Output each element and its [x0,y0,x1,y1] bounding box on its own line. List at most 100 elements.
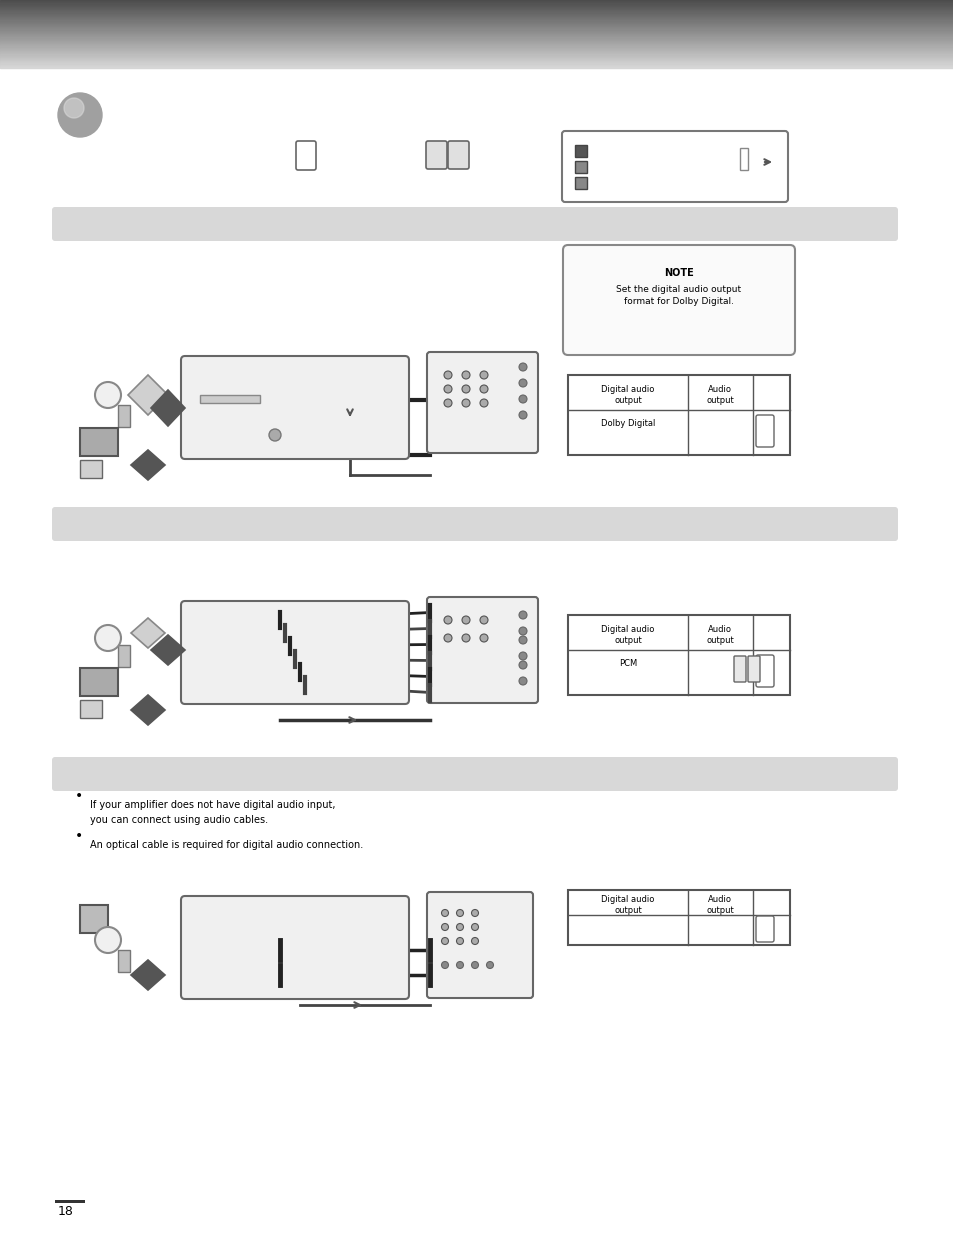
Circle shape [518,395,526,403]
Bar [80,459,102,478]
Bar [567,615,789,695]
Text: Digital audio
output: Digital audio output [600,625,654,645]
Circle shape [95,927,121,953]
Polygon shape [151,390,185,426]
FancyBboxPatch shape [427,597,537,703]
Text: Digital audio
output: Digital audio output [600,385,654,405]
Circle shape [64,98,84,119]
Circle shape [461,634,470,642]
Circle shape [269,429,281,441]
Text: 18: 18 [58,1205,73,1218]
Circle shape [486,962,493,968]
Circle shape [456,924,463,930]
FancyBboxPatch shape [733,656,745,682]
Circle shape [443,385,452,393]
Text: If your amplifier does not have digital audio input,: If your amplifier does not have digital … [90,800,335,810]
Circle shape [518,611,526,619]
Circle shape [58,93,102,137]
Circle shape [479,634,488,642]
Circle shape [443,370,452,379]
FancyBboxPatch shape [181,601,409,704]
FancyBboxPatch shape [747,656,760,682]
Bar [80,668,118,697]
Circle shape [461,399,470,408]
Text: •: • [75,829,83,844]
Circle shape [471,962,478,968]
Circle shape [95,382,121,408]
FancyBboxPatch shape [448,141,469,169]
Polygon shape [131,960,165,990]
Bar [567,890,789,945]
Circle shape [479,399,488,408]
FancyBboxPatch shape [427,352,537,453]
Circle shape [518,411,526,419]
Circle shape [479,385,488,393]
FancyBboxPatch shape [295,141,315,170]
FancyBboxPatch shape [52,757,897,790]
Circle shape [441,937,448,945]
Text: PCM: PCM [618,659,637,668]
Text: An optical cable is required for digital audio connection.: An optical cable is required for digital… [90,840,363,850]
Text: NOTE: NOTE [663,268,693,278]
Text: Audio
output: Audio output [705,385,733,405]
FancyBboxPatch shape [181,356,409,459]
Circle shape [456,937,463,945]
Circle shape [456,962,463,968]
Circle shape [471,937,478,945]
Bar [118,645,130,667]
Bar [80,905,108,932]
Polygon shape [131,618,165,648]
Polygon shape [131,695,165,725]
Bar [55,1200,85,1203]
Bar [80,429,118,456]
Circle shape [479,370,488,379]
Text: •: • [75,789,83,803]
FancyBboxPatch shape [755,655,773,687]
Circle shape [443,399,452,408]
Circle shape [518,627,526,635]
Bar [118,950,130,972]
Circle shape [518,379,526,387]
Circle shape [441,909,448,916]
FancyBboxPatch shape [52,508,897,541]
Text: Set the digital audio output
format for Dolby Digital.: Set the digital audio output format for … [616,285,740,306]
Circle shape [471,924,478,930]
Circle shape [95,625,121,651]
Circle shape [518,363,526,370]
Text: Audio
output: Audio output [705,625,733,645]
FancyBboxPatch shape [561,131,787,203]
Circle shape [461,616,470,624]
Text: Dolby Digital: Dolby Digital [600,419,655,429]
Polygon shape [131,450,165,480]
Circle shape [443,616,452,624]
FancyBboxPatch shape [562,245,794,354]
FancyBboxPatch shape [427,892,533,998]
FancyBboxPatch shape [755,916,773,942]
Bar [567,375,789,454]
Bar [575,144,586,157]
FancyBboxPatch shape [426,141,447,169]
Circle shape [518,652,526,659]
Polygon shape [128,375,168,415]
Circle shape [471,909,478,916]
Circle shape [518,661,526,669]
Bar [740,148,747,170]
Text: you can connect using audio cables.: you can connect using audio cables. [90,815,268,825]
Polygon shape [151,635,185,664]
Bar [118,405,130,427]
Circle shape [479,616,488,624]
FancyBboxPatch shape [755,415,773,447]
Text: Audio
output: Audio output [705,895,733,915]
FancyBboxPatch shape [181,897,409,999]
FancyBboxPatch shape [52,207,897,241]
Circle shape [456,909,463,916]
Bar [80,700,102,718]
Bar [200,395,260,403]
Bar [575,161,586,173]
Text: Digital audio
output: Digital audio output [600,895,654,915]
Circle shape [441,962,448,968]
Circle shape [518,636,526,643]
Circle shape [461,370,470,379]
Bar [575,177,586,189]
Circle shape [461,385,470,393]
